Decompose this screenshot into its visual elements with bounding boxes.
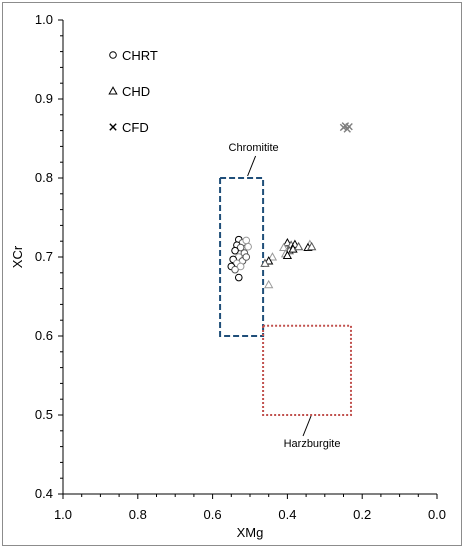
axes: 0.4 0.5 0.6 0.7 0.8 0.9 1.0 1.0 0.8 0.6 0.4 0.2 0.0 X… <box>10 12 446 540</box>
chd-point <box>293 241 304 251</box>
chrt-point <box>231 265 239 274</box>
cfd-point <box>345 122 353 131</box>
x-tick-label: 0.8 <box>129 507 147 522</box>
chd-point <box>264 279 274 289</box>
annotation-box-chromitite <box>219 177 265 337</box>
legend-label-cfd: CFD <box>122 120 149 135</box>
annotation-leader <box>247 155 257 177</box>
legend-marker-cfd <box>109 123 117 131</box>
annotation-leader <box>302 415 312 437</box>
cross-stroke <box>339 123 348 132</box>
chd-point <box>307 241 317 251</box>
annotation-box-harzburgite <box>262 324 352 417</box>
legend: CHRT CHD CFD <box>108 48 158 135</box>
chd-point <box>267 252 278 261</box>
annotation-label: Chromitite <box>229 142 279 154</box>
chd-point <box>279 242 289 252</box>
y-axis-label: XCr <box>10 245 25 268</box>
cfd-point <box>339 123 348 132</box>
chrt-point <box>242 236 251 245</box>
x-tick-label: 0.0 <box>428 507 446 522</box>
chd-point <box>260 258 270 267</box>
chrt-point <box>244 242 252 251</box>
y-tick-label: 0.5 <box>35 407 53 422</box>
x-tick-label: 0.6 <box>204 507 222 522</box>
y-tick-label: 0.6 <box>35 328 53 343</box>
x-tick-label: 0.4 <box>278 507 296 522</box>
y-tick-label: 0.9 <box>35 91 53 106</box>
chrt-point <box>236 243 245 252</box>
chart-frame <box>2 2 462 546</box>
legend-label-chrt: CHRT <box>122 48 158 63</box>
x-tick-label: 0.2 <box>353 507 371 522</box>
annotation-boxes: Chromitite Harzburgite <box>219 142 352 450</box>
cross-stroke <box>109 123 117 131</box>
x-axis-label: XMg <box>237 525 264 540</box>
cross-stroke <box>345 122 353 131</box>
chd-point <box>282 250 293 259</box>
chrt-point <box>236 262 245 271</box>
annotation-label: Harzburgite <box>284 438 341 450</box>
data-points <box>227 122 353 289</box>
y-tick-label: 0.7 <box>35 249 53 264</box>
legend-marker-chrt <box>109 51 117 59</box>
y-tick-label: 0.8 <box>35 170 53 185</box>
chrt-point <box>231 246 239 255</box>
chrt-point <box>234 273 243 282</box>
y-tick-label: 0.4 <box>35 486 53 501</box>
x-tick-label: 1.0 <box>54 507 72 522</box>
y-tick-label: 1.0 <box>35 12 53 27</box>
legend-marker-chd <box>108 86 118 95</box>
legend-label-chd: CHD <box>122 84 150 99</box>
chrt-point <box>242 253 251 261</box>
